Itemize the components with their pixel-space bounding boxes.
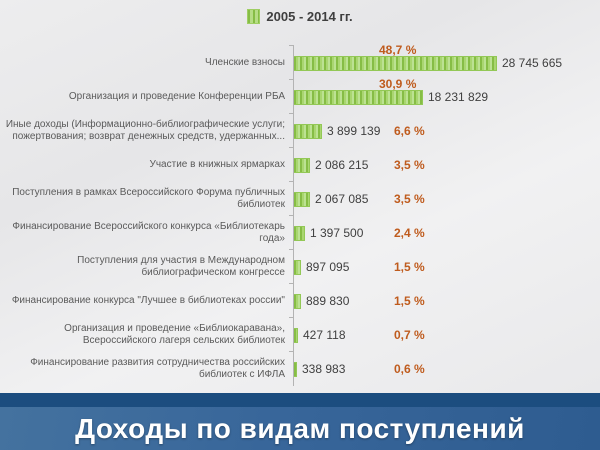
plot-area: 28 745 665 48,7 % bbox=[289, 43, 600, 80]
plot-area: 897 095 1,5 % bbox=[289, 249, 600, 284]
value-label: 889 830 bbox=[306, 294, 350, 308]
percent-label: 3,5 % bbox=[394, 192, 425, 206]
value-label: 2 067 085 bbox=[315, 192, 369, 206]
value-label: 28 745 665 bbox=[502, 56, 563, 70]
chart-row: Членские взносы 28 745 665 48,7 % bbox=[0, 43, 600, 80]
chart-row: Организация и проведение «Библиокаравана… bbox=[0, 317, 600, 352]
bar bbox=[294, 361, 297, 377]
plot-area: 3 899 139 6,6 % bbox=[289, 113, 600, 148]
category-label: Организация и проведение Конференции РБА bbox=[68, 91, 285, 102]
plot-area: 338 983 0,6 % bbox=[289, 351, 600, 386]
category-label: Финансирование конкурса "Лучшее в библио… bbox=[11, 295, 285, 306]
chart-row: Поступления для участия в Международном … bbox=[0, 249, 600, 284]
percent-label: 0,6 % bbox=[394, 362, 425, 376]
bar bbox=[294, 327, 298, 343]
percent-label: 30,9 % bbox=[379, 77, 417, 91]
plot-area: 18 231 829 30,9 % bbox=[289, 77, 600, 114]
chart-row: Поступления в рамках Всероссийского Фору… bbox=[0, 181, 600, 216]
chart-row: Финансирование конкурса "Лучшее в библио… bbox=[0, 283, 600, 318]
value-label: 2 086 215 bbox=[315, 158, 369, 172]
chart-row: Участие в книжных ярмарках 2 086 215 3,5… bbox=[0, 147, 600, 182]
value-label: 3 899 139 bbox=[327, 124, 381, 138]
value-label: 338 983 bbox=[302, 362, 346, 376]
bar bbox=[294, 259, 301, 275]
category-label: Поступления в рамках Всероссийского Фору… bbox=[12, 187, 285, 210]
chart-row: Финансирование Всероссийского конкурса «… bbox=[0, 215, 600, 250]
plot-area: 1 397 500 2,4 % bbox=[289, 215, 600, 250]
percent-label: 6,6 % bbox=[394, 124, 425, 138]
percent-label: 1,5 % bbox=[394, 260, 425, 274]
percent-label: 3,5 % bbox=[394, 158, 425, 172]
category-label: Финансирование Всероссийского конкурса «… bbox=[12, 221, 285, 244]
bar bbox=[294, 89, 423, 105]
value-label: 18 231 829 bbox=[428, 90, 489, 104]
chart-row: Иные доходы (Информационно-библиографиче… bbox=[0, 113, 600, 148]
category-label: Участие в книжных ярмарках bbox=[149, 159, 285, 170]
page-title: Доходы по видам поступлений bbox=[75, 412, 525, 444]
chart-legend: 2005 - 2014 гг. bbox=[0, 9, 600, 24]
plot-area: 427 118 0,7 % bbox=[289, 317, 600, 352]
category-label: Финансирование развития сотрудничества р… bbox=[30, 357, 285, 380]
plot-area: 2 067 085 3,5 % bbox=[289, 181, 600, 216]
value-label: 1 397 500 bbox=[310, 226, 364, 240]
bar bbox=[294, 157, 310, 173]
percent-label: 1,5 % bbox=[394, 294, 425, 308]
value-label: 897 095 bbox=[306, 260, 350, 274]
category-label: Поступления для участия в Международном … bbox=[77, 255, 285, 278]
bar bbox=[294, 293, 301, 309]
bar bbox=[294, 123, 322, 139]
category-label: Организация и проведение «Библиокаравана… bbox=[64, 323, 285, 346]
category-label: Членские взносы bbox=[205, 57, 285, 68]
percent-label: 0,7 % bbox=[394, 328, 425, 342]
bar bbox=[294, 191, 310, 207]
chart-row: Организация и проведение Конференции РБА… bbox=[0, 77, 600, 114]
percent-label: 48,7 % bbox=[379, 43, 417, 57]
plot-area: 889 830 1,5 % bbox=[289, 283, 600, 318]
legend-swatch-icon bbox=[247, 9, 261, 24]
plot-area: 2 086 215 3,5 % bbox=[289, 147, 600, 182]
bar bbox=[294, 225, 305, 241]
category-label: Иные доходы (Информационно-библиографиче… bbox=[5, 119, 285, 142]
percent-label: 2,4 % bbox=[394, 226, 425, 240]
banner-top-strip bbox=[0, 393, 600, 407]
banner-main: Доходы по видам поступлений bbox=[0, 407, 600, 450]
bar bbox=[294, 55, 497, 71]
bar-chart: Членские взносы 28 745 665 48,7 % Органи… bbox=[0, 43, 600, 386]
value-label: 427 118 bbox=[303, 328, 346, 342]
title-banner: Доходы по видам поступлений bbox=[0, 393, 600, 450]
chart-row: Финансирование развития сотрудничества р… bbox=[0, 351, 600, 386]
legend-label: 2005 - 2014 гг. bbox=[266, 9, 353, 24]
